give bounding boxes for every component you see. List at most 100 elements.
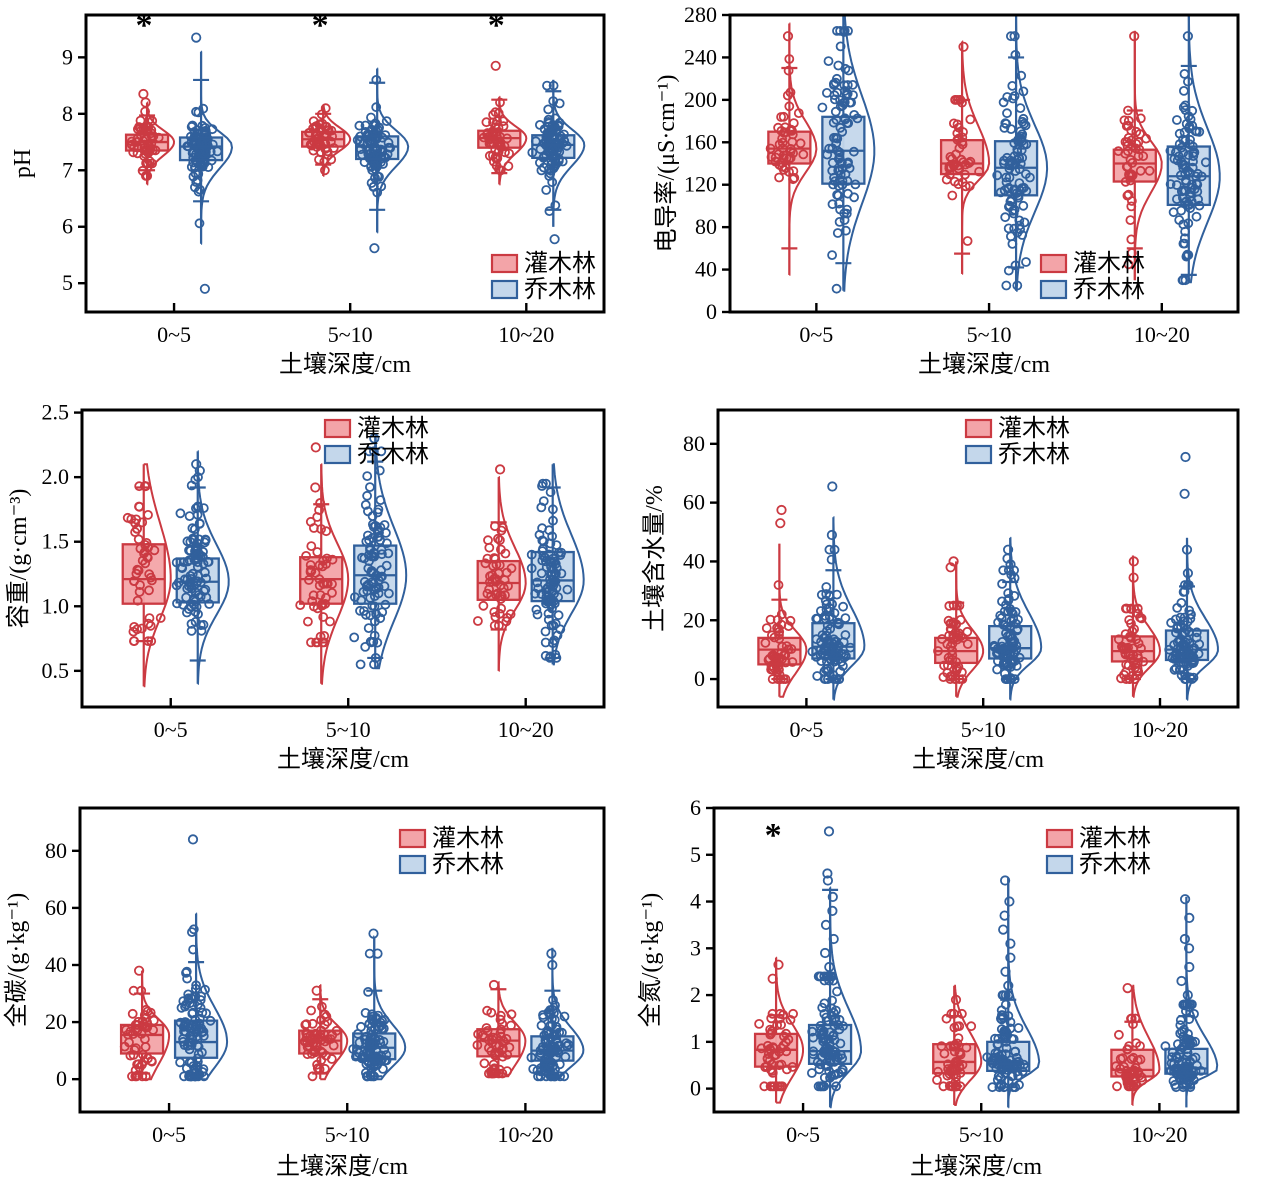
legend-label-shrub: 灌木林 [998,415,1070,442]
arbor-cloud-0~5 [171,450,230,685]
legend-label-arbor: 乔木林 [998,441,1070,468]
y-axis-title: 土壤含水量/% [641,485,668,632]
legend-swatch-shrub [1045,828,1074,849]
outlier-point [1128,556,1139,567]
y-axis-title: 全氮/(g·kg⁻¹) [637,893,664,1028]
panel-water-content: 0 20 40 60 80 0~5 5~10 10~20 土壤深度/cm 土壤含水量/% 灌木林 乔木… [634,395,1268,790]
shrub-cloud-10~20 [472,979,527,1079]
half-violin [143,463,172,688]
y-tick-label: 20 [45,1009,67,1034]
outlier-point [547,959,558,971]
outlier-point [1183,943,1195,954]
half-violin [196,450,230,685]
y-tick-label: 80 [683,431,705,456]
half-violin [195,912,229,1081]
x-tick-label: 10~20 [1132,717,1188,742]
x-tick-label: 0~5 [152,1122,186,1147]
x-axis-title: 土壤深度/cm [276,1153,408,1180]
outlier-point [191,32,202,43]
points [295,442,338,648]
half-violin [373,935,407,1081]
half-violin [1187,16,1221,284]
legend-label-arbor: 乔木林 [1079,851,1151,878]
outlier-point [490,60,501,71]
legend-label-shrub: 灌木林 [432,825,504,852]
points [299,985,342,1082]
y-tick-label: 6 [690,795,701,820]
half-violin [497,981,527,1078]
arbor-cloud-5~10 [992,16,1049,292]
x-tick-label: 10~20 [498,322,554,347]
outlier-point [310,442,321,453]
outlier-point [311,985,322,996]
plot-frame [728,13,1240,314]
x-tick-label: 10~20 [1134,322,1190,347]
points [1165,31,1211,286]
outlier-point [1182,568,1194,579]
outlier-point [1128,572,1139,583]
y-tick-label: 200 [684,87,717,112]
box [122,544,165,604]
outlier-point [767,973,778,984]
x-axis-title: 土壤深度/cm [918,351,1050,378]
outlier-point [1176,975,1187,987]
y-tick-label: 40 [683,548,705,573]
y-tick-label: 0 [56,1066,67,1091]
y-tick-label: 0.5 [42,658,70,683]
outlier-point [187,834,199,845]
outlier-point [1004,896,1015,907]
points [527,80,572,245]
half-violin [1132,555,1162,698]
plot-frame [80,408,606,709]
legend-label-shrub: 灌木林 [1079,825,1151,852]
outlier-point [546,948,557,959]
x-tick-label: 0~5 [157,322,191,347]
points [171,459,215,636]
x-tick-label: 5~10 [328,322,373,347]
outlier-point [1182,31,1194,42]
legend-label-shrub: 灌木林 [357,415,429,442]
y-tick-label: 60 [45,895,67,920]
plot-frame [716,408,1240,709]
outlier-point [950,994,962,1005]
outlier-point [1179,933,1191,945]
outlier-point [776,504,787,516]
arbor-cloud-10~20 [1160,894,1219,1108]
y-axis-title: 容重/(g·cm⁻³) [5,489,32,629]
points [1113,556,1149,685]
legend-swatch-arbor [1045,854,1074,875]
y-tick-label: 5 [62,270,73,295]
half-violin [1015,16,1049,292]
legend-swatch-shrub [323,418,352,439]
shrub-cloud-0~5 [121,463,172,688]
legend-label-arbor: 乔木林 [432,851,504,878]
arbor-cloud-0~5 [806,826,863,1109]
outlier-point [820,947,831,959]
shrub-cloud-10~20 [1110,983,1161,1106]
half-violin [775,956,804,1104]
legend-swatch-arbor [398,854,427,875]
points [472,464,517,631]
outlier-point [494,464,506,475]
outlier-point [828,933,839,945]
y-tick-label: 60 [683,490,705,515]
legend-swatch-shrub [490,253,519,274]
y-tick-label: 240 [684,44,717,69]
y-tick-label: 40 [45,952,67,977]
y-tick-label: 8 [62,101,73,126]
y-axis-title: pH [10,149,36,178]
legend-label-arbor: 乔木林 [524,276,596,303]
x-tick-label: 0~5 [789,717,823,742]
points [807,481,856,685]
outlier-point [999,910,1010,921]
points [182,32,223,294]
panel-total-carbon: 0 20 40 60 80 0~5 5~10 10~20 土壤深度/cm 全碳/(g·kg⁻¹) 灌… [0,790,634,1188]
y-axis-title: 电导率/(μS·cm⁻¹) [653,74,680,252]
x-tick-label: 5~10 [967,322,1012,347]
chart-total-nitrogen: 0 1 2 3 4 5 6 0~5 5~10 10~20 土壤深度/cm 全氮/(g·kg⁻¹) * 灌木… [637,795,1240,1180]
outlier-point [1009,31,1020,42]
y-tick-label: 160 [684,129,717,154]
outlier-point [958,41,969,52]
points [982,875,1029,1093]
